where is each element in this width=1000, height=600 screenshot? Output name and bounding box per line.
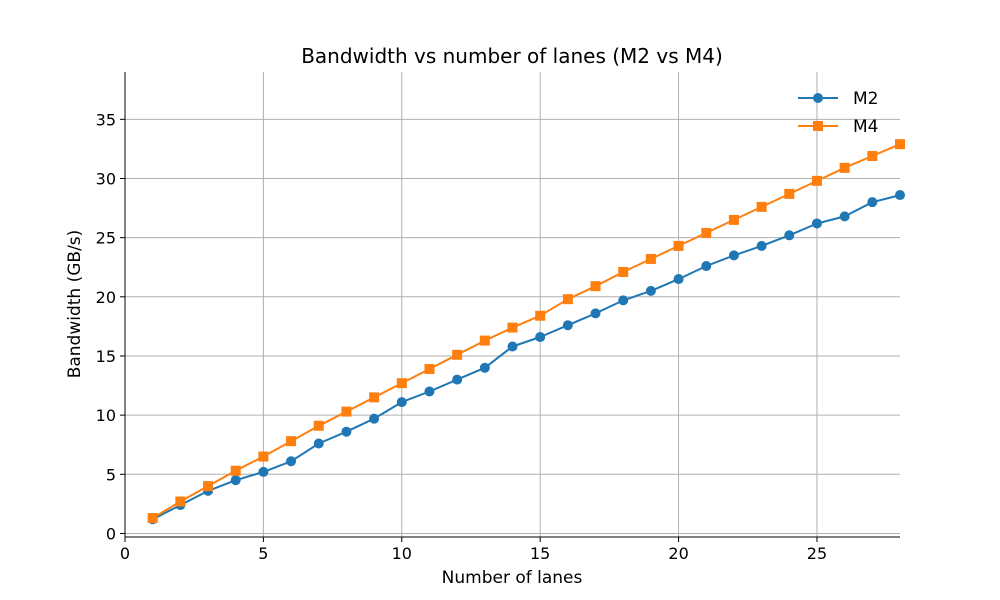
data-point-m4 xyxy=(811,175,822,186)
x-tick-label: 15 xyxy=(530,544,550,563)
data-point-m4 xyxy=(479,335,490,346)
data-point-m2 xyxy=(479,362,490,373)
data-point-m2 xyxy=(369,413,380,424)
data-point-m2 xyxy=(701,261,712,272)
data-point-m2 xyxy=(618,295,629,306)
x-tick-label: 0 xyxy=(120,544,130,563)
y-tick-label: 10 xyxy=(96,406,116,425)
y-axis-label: Bandwidth (GB/s) xyxy=(65,230,85,379)
series xyxy=(147,139,905,525)
data-point-m2 xyxy=(728,250,739,261)
data-point-m4 xyxy=(175,496,186,507)
data-point-m4 xyxy=(839,162,850,173)
data-point-m4 xyxy=(341,406,352,417)
series-line-m2 xyxy=(152,194,901,521)
y-tick-label: 0 xyxy=(106,524,116,543)
data-point-m4 xyxy=(286,436,297,447)
data-point-m4 xyxy=(784,188,795,199)
data-point-m2 xyxy=(645,285,656,296)
data-point-m2 xyxy=(590,308,601,319)
y-tick-label: 5 xyxy=(106,465,116,484)
data-point-m4 xyxy=(258,451,269,462)
data-point-m2 xyxy=(839,211,850,222)
data-point-m4 xyxy=(369,392,380,403)
data-point-m4 xyxy=(507,322,518,333)
ticks: 0 5 10 15 20 25 0 5 10 15 20 25 30 35 xyxy=(96,110,828,563)
x-tick-label: 25 xyxy=(807,544,827,563)
data-point-m4 xyxy=(396,378,407,389)
data-point-m4 xyxy=(452,349,463,360)
legend-marker-m2 xyxy=(813,93,823,103)
legend-item-m4: M4 xyxy=(798,117,878,137)
data-point-m4 xyxy=(701,227,712,238)
y-tick-label: 35 xyxy=(96,110,116,129)
data-point-m4 xyxy=(590,281,601,292)
data-point-m4 xyxy=(645,253,656,264)
data-point-m4 xyxy=(673,240,684,251)
data-point-m2 xyxy=(313,438,324,449)
data-point-m2 xyxy=(756,240,767,251)
data-point-m4 xyxy=(728,214,739,225)
legend-label-m4: M4 xyxy=(853,117,878,137)
x-tick-label: 5 xyxy=(258,544,268,563)
data-point-m2 xyxy=(452,374,463,385)
data-point-m2 xyxy=(286,456,297,467)
data-point-m4 xyxy=(535,310,546,321)
data-point-m4 xyxy=(424,363,435,374)
legend-marker-m4 xyxy=(813,121,823,131)
data-point-m4 xyxy=(313,420,324,431)
data-point-m4 xyxy=(756,201,767,212)
y-tick-label: 15 xyxy=(96,347,116,366)
grid-lines xyxy=(125,72,900,537)
data-point-m4 xyxy=(895,139,905,150)
chart-title: Bandwidth vs number of lanes (M2 vs M4) xyxy=(301,44,723,68)
data-point-m2 xyxy=(562,320,573,331)
data-point-m4 xyxy=(203,481,214,492)
series-line-m4 xyxy=(152,143,901,519)
data-point-m2 xyxy=(230,475,241,486)
data-point-m2 xyxy=(784,230,795,241)
x-tick-label: 10 xyxy=(392,544,412,563)
data-point-m2 xyxy=(341,426,352,437)
data-point-m4 xyxy=(230,465,241,476)
data-point-m4 xyxy=(867,151,878,162)
data-point-m2 xyxy=(811,218,822,229)
data-point-m2 xyxy=(507,341,518,352)
data-point-m4 xyxy=(562,294,573,305)
data-point-m4 xyxy=(618,266,629,277)
data-point-m2 xyxy=(867,197,878,208)
data-point-m2 xyxy=(673,274,684,285)
legend-item-m2: M2 xyxy=(798,89,878,109)
x-axis-label: Number of lanes xyxy=(442,568,583,588)
series-m4 xyxy=(147,139,905,524)
legend-label-m2: M2 xyxy=(853,89,878,109)
data-point-m2 xyxy=(895,190,905,201)
data-point-m4 xyxy=(147,513,158,524)
y-tick-label: 25 xyxy=(96,229,116,248)
y-tick-label: 20 xyxy=(96,288,116,307)
data-point-m2 xyxy=(424,386,435,397)
data-point-m2 xyxy=(535,332,546,343)
legend: M2 M4 xyxy=(798,89,878,137)
data-point-m2 xyxy=(258,466,269,477)
x-tick-label: 20 xyxy=(668,544,688,563)
axes xyxy=(124,72,900,538)
data-point-m2 xyxy=(396,397,407,408)
y-tick-label: 30 xyxy=(96,169,116,188)
